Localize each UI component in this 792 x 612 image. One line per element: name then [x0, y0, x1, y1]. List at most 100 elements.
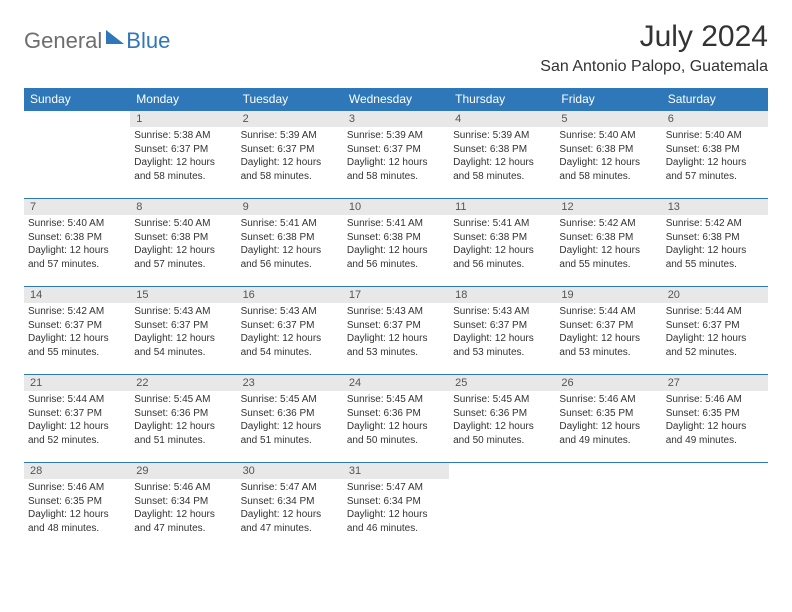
sunset-line: Sunset: 6:37 PM	[134, 319, 232, 333]
sunrise-line: Sunrise: 5:42 AM	[28, 305, 126, 319]
calendar-cell: 23Sunrise: 5:45 AMSunset: 6:36 PMDayligh…	[237, 375, 343, 463]
day-number: 3	[343, 111, 449, 127]
calendar-cell: 0	[662, 463, 768, 551]
day-content: Sunrise: 5:44 AMSunset: 6:37 PMDaylight:…	[662, 303, 768, 363]
sunrise-line: Sunrise: 5:40 AM	[559, 129, 657, 143]
calendar-cell: 22Sunrise: 5:45 AMSunset: 6:36 PMDayligh…	[130, 375, 236, 463]
sunrise-line: Sunrise: 5:45 AM	[453, 393, 551, 407]
weekday-header: Wednesday	[343, 88, 449, 111]
day-content: Sunrise: 5:45 AMSunset: 6:36 PMDaylight:…	[343, 391, 449, 451]
logo-text-blue: Blue	[126, 28, 170, 54]
day-content: Sunrise: 5:41 AMSunset: 6:38 PMDaylight:…	[449, 215, 555, 275]
daylight-line: Daylight: 12 hours and 50 minutes.	[347, 420, 445, 447]
sunrise-line: Sunrise: 5:43 AM	[347, 305, 445, 319]
daylight-line: Daylight: 12 hours and 50 minutes.	[453, 420, 551, 447]
day-number: 31	[343, 463, 449, 479]
day-content: Sunrise: 5:43 AMSunset: 6:37 PMDaylight:…	[130, 303, 236, 363]
daylight-line: Daylight: 12 hours and 53 minutes.	[559, 332, 657, 359]
calendar-cell: 3Sunrise: 5:39 AMSunset: 6:37 PMDaylight…	[343, 111, 449, 199]
sunset-line: Sunset: 6:36 PM	[347, 407, 445, 421]
day-number: 28	[24, 463, 130, 479]
daylight-line: Daylight: 12 hours and 46 minutes.	[347, 508, 445, 535]
day-number: 5	[555, 111, 661, 127]
sunset-line: Sunset: 6:38 PM	[347, 231, 445, 245]
daylight-line: Daylight: 12 hours and 53 minutes.	[453, 332, 551, 359]
daylight-line: Daylight: 12 hours and 55 minutes.	[559, 244, 657, 271]
day-number: 14	[24, 287, 130, 303]
daylight-line: Daylight: 12 hours and 52 minutes.	[666, 332, 764, 359]
sunrise-line: Sunrise: 5:42 AM	[666, 217, 764, 231]
header-right: July 2024 San Antonio Palopo, Guatemala	[540, 20, 768, 76]
calendar-cell: 17Sunrise: 5:43 AMSunset: 6:37 PMDayligh…	[343, 287, 449, 375]
logo-text-general: General	[24, 28, 102, 54]
day-number: 10	[343, 199, 449, 215]
sunrise-line: Sunrise: 5:41 AM	[453, 217, 551, 231]
sunset-line: Sunset: 6:38 PM	[559, 231, 657, 245]
day-number: 4	[449, 111, 555, 127]
weekday-header: Saturday	[662, 88, 768, 111]
daylight-line: Daylight: 12 hours and 47 minutes.	[241, 508, 339, 535]
weekday-header: Tuesday	[237, 88, 343, 111]
sunrise-line: Sunrise: 5:44 AM	[559, 305, 657, 319]
daylight-line: Daylight: 12 hours and 55 minutes.	[666, 244, 764, 271]
calendar-body: 01Sunrise: 5:38 AMSunset: 6:37 PMDayligh…	[24, 111, 768, 551]
day-content: Sunrise: 5:40 AMSunset: 6:38 PMDaylight:…	[24, 215, 130, 275]
sunset-line: Sunset: 6:38 PM	[241, 231, 339, 245]
calendar-cell: 25Sunrise: 5:45 AMSunset: 6:36 PMDayligh…	[449, 375, 555, 463]
day-content: Sunrise: 5:41 AMSunset: 6:38 PMDaylight:…	[237, 215, 343, 275]
month-title: July 2024	[540, 20, 768, 54]
daylight-line: Daylight: 12 hours and 53 minutes.	[347, 332, 445, 359]
day-content: Sunrise: 5:38 AMSunset: 6:37 PMDaylight:…	[130, 127, 236, 187]
daylight-line: Daylight: 12 hours and 48 minutes.	[28, 508, 126, 535]
calendar-cell: 21Sunrise: 5:44 AMSunset: 6:37 PMDayligh…	[24, 375, 130, 463]
sunset-line: Sunset: 6:37 PM	[347, 319, 445, 333]
daylight-line: Daylight: 12 hours and 51 minutes.	[241, 420, 339, 447]
calendar-cell: 20Sunrise: 5:44 AMSunset: 6:37 PMDayligh…	[662, 287, 768, 375]
daylight-line: Daylight: 12 hours and 58 minutes.	[134, 156, 232, 183]
calendar-row: 7Sunrise: 5:40 AMSunset: 6:38 PMDaylight…	[24, 199, 768, 287]
calendar-row: 28Sunrise: 5:46 AMSunset: 6:35 PMDayligh…	[24, 463, 768, 551]
sunrise-line: Sunrise: 5:46 AM	[134, 481, 232, 495]
calendar-cell: 6Sunrise: 5:40 AMSunset: 6:38 PMDaylight…	[662, 111, 768, 199]
day-number: 12	[555, 199, 661, 215]
calendar-cell: 0	[24, 111, 130, 199]
sunrise-line: Sunrise: 5:40 AM	[134, 217, 232, 231]
day-number: 19	[555, 287, 661, 303]
daylight-line: Daylight: 12 hours and 57 minutes.	[28, 244, 126, 271]
daylight-line: Daylight: 12 hours and 47 minutes.	[134, 508, 232, 535]
calendar-cell: 18Sunrise: 5:43 AMSunset: 6:37 PMDayligh…	[449, 287, 555, 375]
daylight-line: Daylight: 12 hours and 55 minutes.	[28, 332, 126, 359]
day-number: 15	[130, 287, 236, 303]
day-content: Sunrise: 5:43 AMSunset: 6:37 PMDaylight:…	[237, 303, 343, 363]
day-number: 21	[24, 375, 130, 391]
logo-triangle-icon	[106, 30, 124, 44]
daylight-line: Daylight: 12 hours and 54 minutes.	[241, 332, 339, 359]
sunrise-line: Sunrise: 5:39 AM	[453, 129, 551, 143]
daylight-line: Daylight: 12 hours and 51 minutes.	[134, 420, 232, 447]
calendar-cell: 13Sunrise: 5:42 AMSunset: 6:38 PMDayligh…	[662, 199, 768, 287]
daylight-line: Daylight: 12 hours and 52 minutes.	[28, 420, 126, 447]
calendar-row: 14Sunrise: 5:42 AMSunset: 6:37 PMDayligh…	[24, 287, 768, 375]
calendar-cell: 24Sunrise: 5:45 AMSunset: 6:36 PMDayligh…	[343, 375, 449, 463]
day-content: Sunrise: 5:40 AMSunset: 6:38 PMDaylight:…	[555, 127, 661, 187]
day-number: 6	[662, 111, 768, 127]
day-number: 25	[449, 375, 555, 391]
sunset-line: Sunset: 6:37 PM	[559, 319, 657, 333]
calendar-cell: 14Sunrise: 5:42 AMSunset: 6:37 PMDayligh…	[24, 287, 130, 375]
day-content: Sunrise: 5:42 AMSunset: 6:38 PMDaylight:…	[662, 215, 768, 275]
weekday-header: Monday	[130, 88, 236, 111]
day-content: Sunrise: 5:42 AMSunset: 6:37 PMDaylight:…	[24, 303, 130, 363]
daylight-line: Daylight: 12 hours and 54 minutes.	[134, 332, 232, 359]
sunrise-line: Sunrise: 5:46 AM	[28, 481, 126, 495]
sunset-line: Sunset: 6:34 PM	[347, 495, 445, 509]
day-content: Sunrise: 5:40 AMSunset: 6:38 PMDaylight:…	[130, 215, 236, 275]
day-number: 2	[237, 111, 343, 127]
calendar-cell: 1Sunrise: 5:38 AMSunset: 6:37 PMDaylight…	[130, 111, 236, 199]
sunset-line: Sunset: 6:34 PM	[134, 495, 232, 509]
daylight-line: Daylight: 12 hours and 57 minutes.	[134, 244, 232, 271]
sunset-line: Sunset: 6:37 PM	[28, 407, 126, 421]
day-number: 30	[237, 463, 343, 479]
day-number: 27	[662, 375, 768, 391]
sunset-line: Sunset: 6:37 PM	[134, 143, 232, 157]
day-number: 11	[449, 199, 555, 215]
